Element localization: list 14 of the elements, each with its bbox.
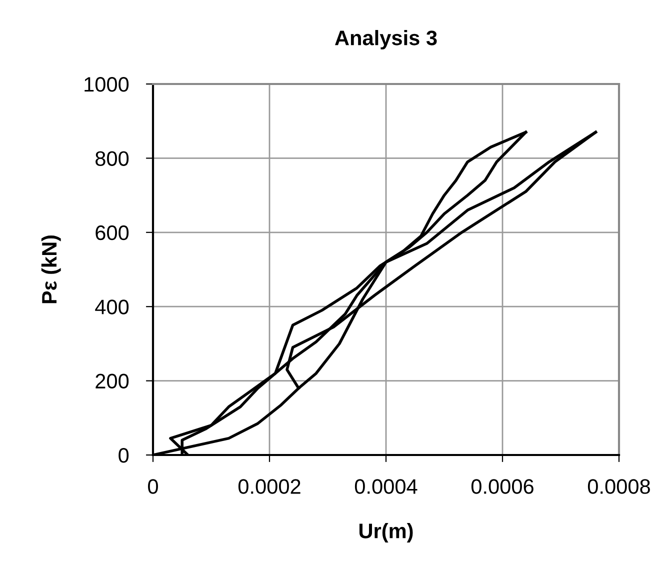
x-axis-title: Ur(m) <box>359 523 413 542</box>
y-tick-label: 1000 <box>84 77 129 92</box>
y-tick-label: 600 <box>96 225 129 240</box>
x-tick-label: 0.0006 <box>471 479 534 494</box>
y-axis-title: Pε (kN) <box>41 235 61 304</box>
x-tick-label: 0.0004 <box>354 479 418 494</box>
x-tick-label: 0.0002 <box>238 479 300 494</box>
y-tick-label: 400 <box>95 300 129 314</box>
y-tick-label: 0 <box>118 448 129 463</box>
x-tick-label: 0.0008 <box>588 479 650 494</box>
chart-title: Analysis 3 <box>334 30 437 50</box>
x-tick-label: 0 <box>148 479 158 494</box>
y-tick-label: 200 <box>96 374 129 389</box>
y-tick-label: 800 <box>96 151 129 166</box>
